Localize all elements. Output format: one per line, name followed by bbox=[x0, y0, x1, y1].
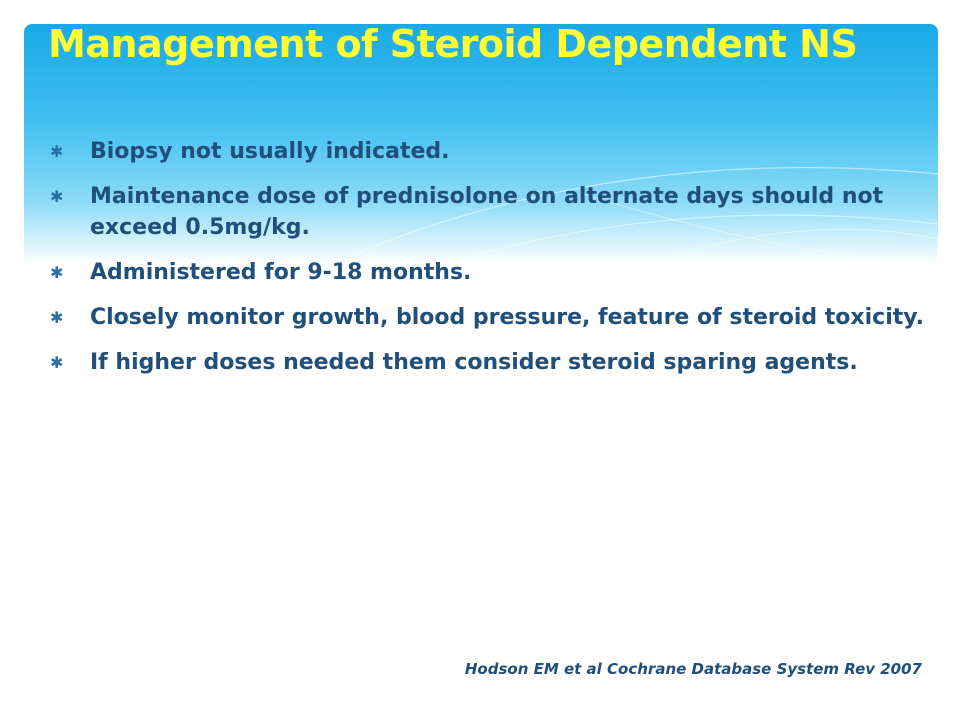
bullet-item: ✱ Maintenance dose of prednisolone on al… bbox=[44, 181, 924, 243]
banner-decoration bbox=[353, 167, 938, 264]
bullet-item: ✱ Closely monitor growth, blood pressure… bbox=[44, 302, 924, 333]
bullet-item: ✱ Biopsy not usually indicated. bbox=[44, 136, 924, 167]
bullet-item: ✱ If higher doses needed them consider s… bbox=[44, 347, 924, 378]
bullet-text: If higher doses needed them consider ste… bbox=[90, 350, 858, 375]
bullet-list: ✱ Biopsy not usually indicated. ✱ Mainte… bbox=[44, 136, 924, 392]
bullet-text: Biopsy not usually indicated. bbox=[90, 139, 450, 164]
bullet-text: Maintenance dose of prednisolone on alte… bbox=[90, 184, 884, 240]
asterisk-bullet-icon: ✱ bbox=[50, 353, 64, 372]
bullet-text: Administered for 9-18 months. bbox=[90, 260, 472, 285]
asterisk-bullet-icon: ✱ bbox=[50, 142, 64, 161]
slide-title: Management of Steroid Dependent NS bbox=[48, 22, 858, 66]
asterisk-bullet-icon: ✱ bbox=[50, 263, 64, 282]
header-banner bbox=[24, 24, 938, 264]
citation: Hodson EM et al Cochrane Database System… bbox=[464, 660, 922, 678]
asterisk-bullet-icon: ✱ bbox=[50, 308, 64, 327]
asterisk-bullet-icon: ✱ bbox=[50, 187, 64, 206]
bullet-item: ✱ Administered for 9-18 months. bbox=[44, 257, 924, 288]
bullet-text: Closely monitor growth, blood pressure, … bbox=[90, 305, 924, 330]
